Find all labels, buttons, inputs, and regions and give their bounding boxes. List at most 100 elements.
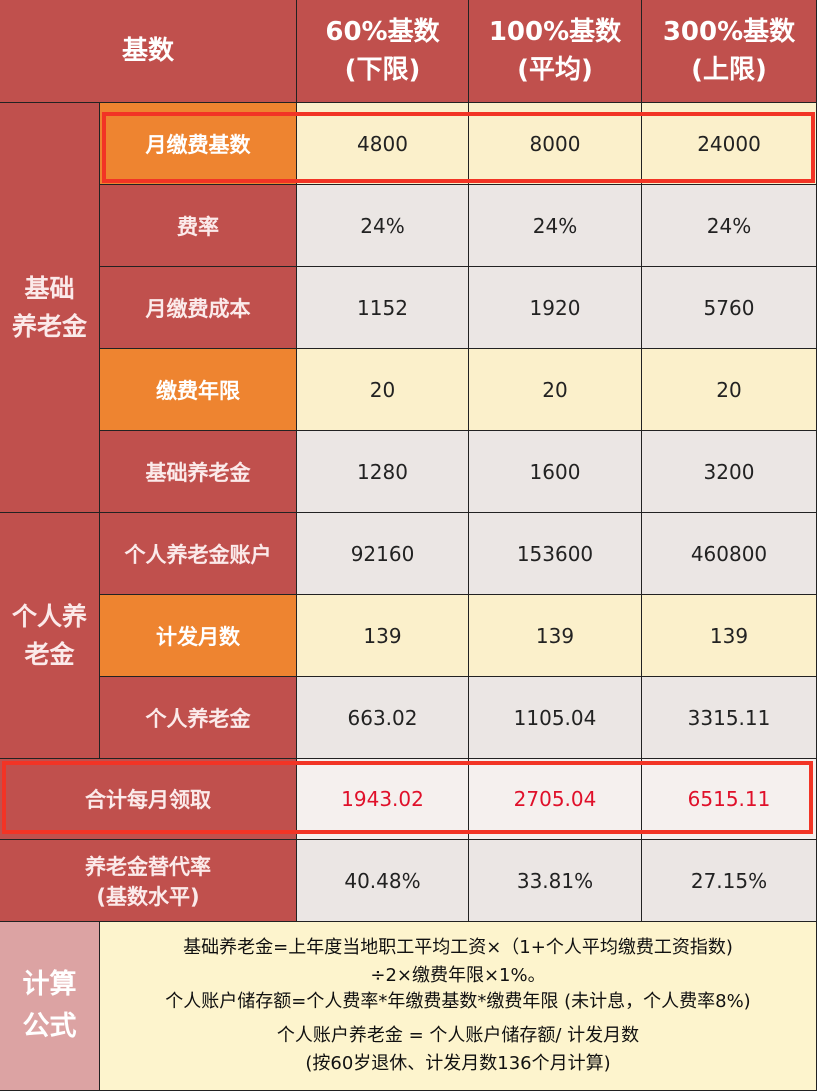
total-value: 2705.04 [469, 759, 642, 840]
row-value: 4800 [297, 103, 469, 185]
total-value-text: 1943.02 [341, 787, 424, 811]
group-personal-pension-text: 老金 [24, 639, 75, 669]
row-value: 1600 [469, 431, 642, 513]
replacement-value: 27.15% [642, 840, 817, 922]
total-label: 合计每月领取 [0, 759, 297, 840]
row-value: 139 [642, 595, 817, 677]
row-value-text: 24% [532, 213, 578, 238]
row-label-text: 个人养老金 [145, 706, 251, 731]
row-value: 1280 [297, 431, 469, 513]
replacement-value-text: 27.15% [690, 868, 768, 893]
row-value-text: 1152 [357, 295, 408, 320]
total-value: 1943.02 [297, 759, 469, 840]
formula-text-text: 个人账户养老金 = 个人账户储存额/ 计发月数 [276, 1025, 640, 1046]
header-col-text: 100%基数 [488, 17, 622, 47]
row-value-text: 1920 [529, 295, 581, 320]
row-value: 24000 [642, 103, 817, 185]
row-value: 1920 [469, 267, 642, 349]
replacement-label-text: (基数水平) [96, 884, 200, 909]
row-value-text: 153600 [516, 541, 594, 566]
row-value: 92160 [297, 513, 469, 595]
row-value-text: 663.02 [347, 705, 418, 730]
replacement-label: 养老金替代率 (基数水平) [0, 840, 297, 922]
row-value: 20 [469, 349, 642, 431]
formula-text-text: 基础养老金=上年度当地职工平均工资×（1+个人平均缴费工资指数) [183, 937, 733, 958]
row-value: 663.02 [297, 677, 469, 759]
row-value-text: 20 [542, 377, 568, 402]
total-value-text: 2705.04 [513, 787, 597, 811]
row-label: 缴费年限 [100, 349, 297, 431]
row-label: 月缴费基数 [100, 103, 297, 185]
row-value-text: 92160 [350, 541, 415, 566]
row-label: 月缴费成本 [100, 267, 297, 349]
replacement-value-text: 40.48% [344, 868, 421, 893]
row-value-text: 1105.04 [513, 705, 597, 730]
row-value-text: 139 [709, 623, 749, 648]
row-value-text: 24000 [697, 131, 761, 156]
formula-label-text: 公式 [22, 1011, 77, 1042]
row-value: 24% [469, 185, 642, 267]
formula-label-text: 计算 [22, 969, 77, 1000]
row-value-text: 1600 [529, 459, 581, 484]
header-base: 基数 [0, 0, 297, 103]
header-col: 300%基数 (上限) [642, 0, 817, 103]
row-label-text: 月缴费基数 [145, 132, 251, 157]
replacement-value: 33.81% [469, 840, 642, 922]
formula-text-text: ÷2×缴费年限×1%。 [370, 965, 546, 986]
formula-text-text: 个人账户储存额=个人费率*年缴费基数*缴费年限 (未计息，个人费率8%) [165, 991, 751, 1012]
row-label-text: 缴费年限 [156, 378, 240, 403]
row-value: 1105.04 [469, 677, 642, 759]
row-label: 费率 [100, 185, 297, 267]
row-value: 153600 [469, 513, 642, 595]
row-value: 1152 [297, 267, 469, 349]
group-basic-pension-text: 养老金 [11, 311, 87, 341]
group-basic-pension-text: 基础 [24, 273, 75, 303]
row-value-text: 8000 [529, 131, 581, 156]
row-value: 20 [297, 349, 469, 431]
row-value: 5760 [642, 267, 817, 349]
row-value: 3200 [642, 431, 817, 513]
row-label-text: 基础养老金 [145, 460, 251, 485]
row-label-text: 费率 [177, 214, 219, 239]
header-col-text: (上限) [691, 55, 767, 85]
row-label: 基础养老金 [100, 431, 297, 513]
row-label: 个人养老金 [100, 677, 297, 759]
row-label-text: 月缴费成本 [145, 296, 251, 321]
header-col-text: (平均) [517, 55, 593, 85]
replacement-value: 40.48% [297, 840, 469, 922]
formula-text-text: (按60岁退休、计发月数136个月计算) [305, 1053, 611, 1074]
total-value-text: 6515.11 [687, 787, 771, 811]
row-value: 139 [469, 595, 642, 677]
row-label-text: 个人养老金账户 [124, 542, 272, 567]
row-value: 24% [642, 185, 817, 267]
replacement-value-text: 33.81% [516, 868, 594, 893]
group-personal-pension: 个人养 老金 [0, 513, 100, 759]
row-value-text: 4800 [357, 131, 408, 156]
header-col-text: (下限) [344, 55, 421, 85]
formula-label: 计算 公式 [0, 922, 100, 1091]
row-value: 139 [297, 595, 469, 677]
header-col: 100%基数 (平均) [469, 0, 642, 103]
row-value-text: 139 [363, 623, 402, 648]
row-value-text: 24% [360, 213, 405, 238]
row-label: 个人养老金账户 [100, 513, 297, 595]
group-basic-pension: 基础 养老金 [0, 103, 100, 513]
row-value-text: 460800 [690, 541, 768, 566]
row-value: 460800 [642, 513, 817, 595]
row-value-text: 20 [716, 377, 742, 402]
row-label-text: 计发月数 [156, 624, 240, 649]
row-value-text: 24% [706, 213, 752, 238]
row-value-text: 139 [535, 623, 575, 648]
row-value-text: 3200 [703, 459, 755, 484]
row-value: 24% [297, 185, 469, 267]
header-base-text: 基数 [121, 36, 174, 66]
row-label: 计发月数 [100, 595, 297, 677]
row-value-text: 20 [369, 377, 396, 402]
header-col: 60%基数 (下限) [297, 0, 469, 103]
replacement-label-text: 养老金替代率 [85, 854, 211, 879]
row-value-text: 3315.11 [687, 705, 771, 730]
total-value: 6515.11 [642, 759, 817, 840]
row-value: 20 [642, 349, 817, 431]
header-col-text: 300%基数 [662, 17, 796, 47]
